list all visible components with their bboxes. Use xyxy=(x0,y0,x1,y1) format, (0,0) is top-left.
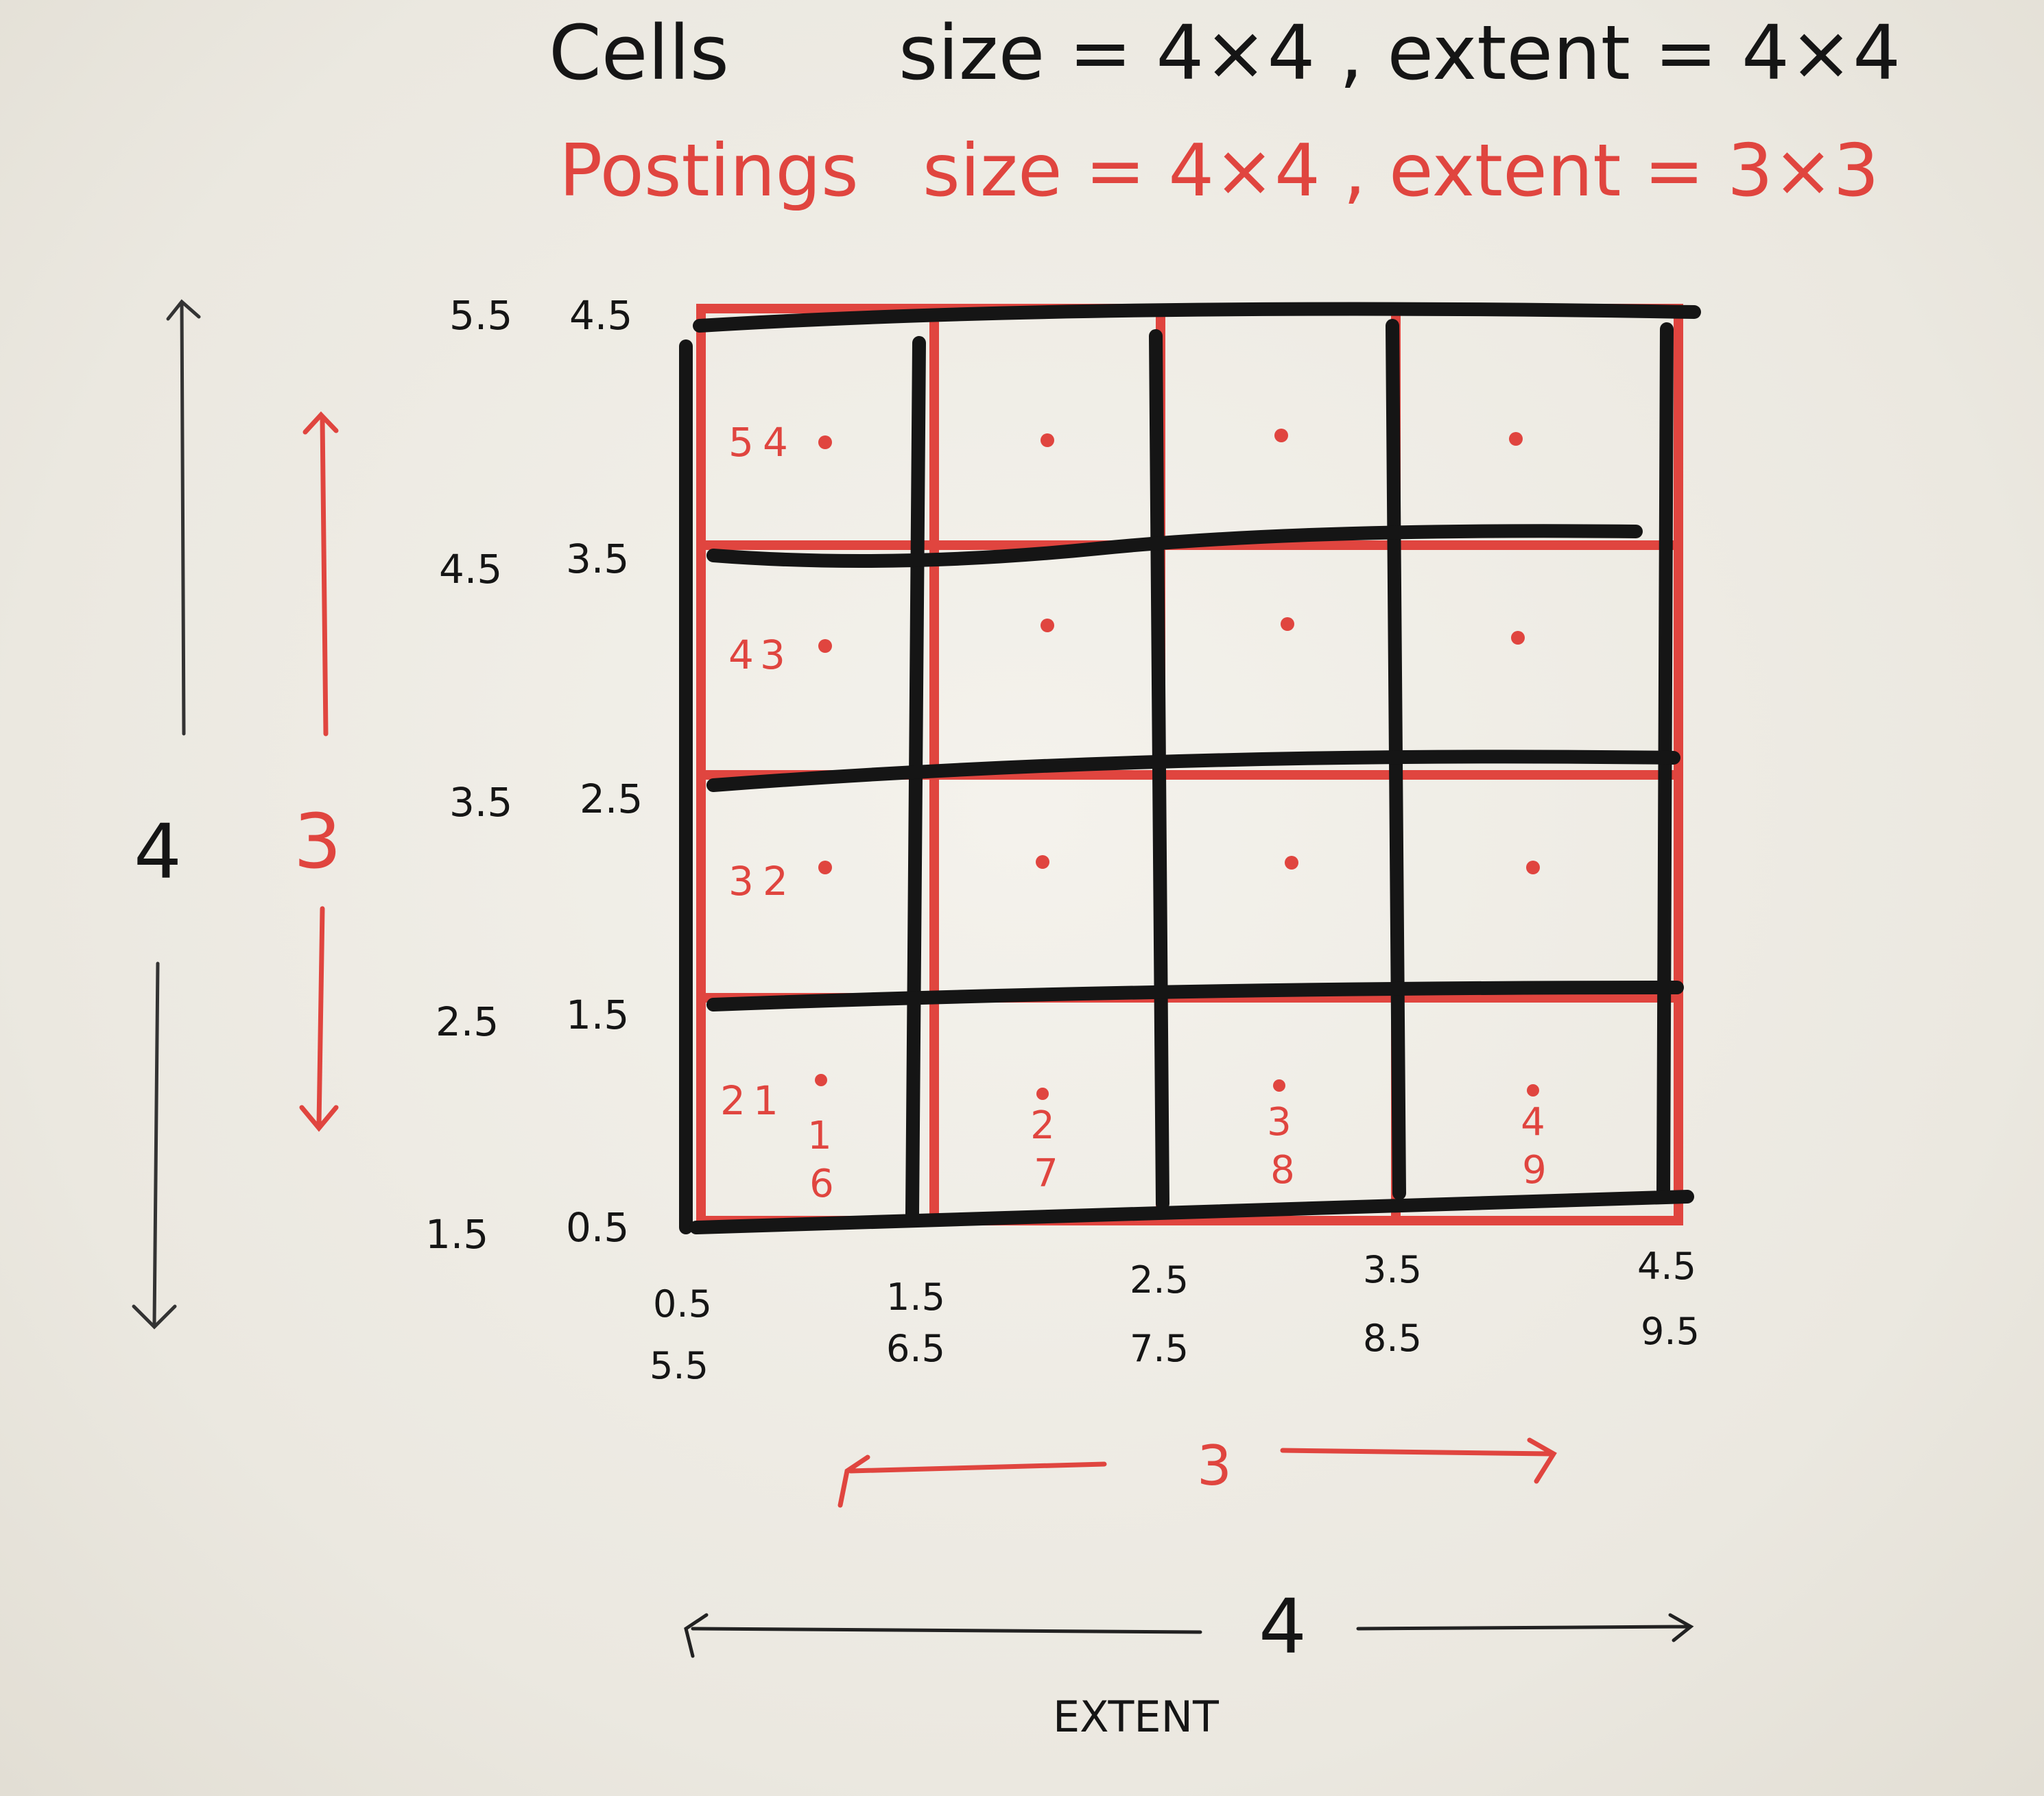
posting-dot xyxy=(1274,429,1288,442)
posting-dot xyxy=(1511,631,1525,645)
arrow-up-icon xyxy=(302,411,339,737)
posting-dot xyxy=(815,1074,827,1086)
y-label-postings: 3.5 xyxy=(566,536,629,582)
cell-id: 2 xyxy=(720,1077,746,1124)
x-label-top: 4.5 xyxy=(1637,1245,1696,1288)
x-label-top: 3.5 xyxy=(1363,1248,1422,1291)
cells-grid-line xyxy=(1149,329,1169,1210)
cells-grid-line xyxy=(706,750,1680,792)
postings-horizontal-size: 3 xyxy=(1197,1434,1232,1498)
bottom-row-id-mid: 1 xyxy=(807,1114,832,1158)
posting-dot xyxy=(1036,1088,1049,1100)
cells-vertical-size: 4 xyxy=(134,808,182,896)
cells-grid-line xyxy=(706,981,1684,1011)
x-label-bottom: 7.5 xyxy=(1130,1327,1189,1370)
arrow-up-icon xyxy=(166,299,201,736)
posting-dots xyxy=(815,429,1540,1100)
cells-horizontal-dimension: 4 EXTENT xyxy=(684,1583,1694,1742)
x-label-bottom: 5.5 xyxy=(650,1344,709,1387)
y-label-cells: 2.5 xyxy=(436,998,499,1045)
posting-dot xyxy=(1281,617,1294,631)
posting-dot xyxy=(1036,855,1049,869)
y-axis-labels: 5.5 4.5 4.5 3.5 3.5 2.5 2.5 1.5 1.5 0.5 xyxy=(425,292,643,1258)
bottom-row-id-low: 6 xyxy=(809,1162,834,1206)
x-label-top: 0.5 xyxy=(653,1282,712,1326)
arrow-right-icon xyxy=(1356,1613,1694,1642)
x-label-top: 2.5 xyxy=(1130,1258,1189,1302)
cells-grid-line xyxy=(706,524,1643,568)
cell-ids: 5 4 3 2 xyxy=(720,419,754,1124)
bottom-row-id-low: 8 xyxy=(1270,1148,1295,1193)
cells-horizontal-size: 4 xyxy=(1259,1583,1307,1671)
arrow-down-icon xyxy=(299,906,339,1132)
postings-horizontal-dimension: 3 xyxy=(837,1434,1557,1508)
x-label-bottom: 9.5 xyxy=(1641,1310,1700,1353)
cell-id: 3 xyxy=(728,858,754,905)
heading-cells-spec: size = 4×4 , extent = 4×4 xyxy=(899,9,1901,97)
postings-vertical-dimension: 3 xyxy=(294,411,342,1132)
y-label-cells: 3.5 xyxy=(449,779,512,826)
arrow-left-icon xyxy=(837,1454,1107,1508)
bottom-row-id-mid: 2 xyxy=(1030,1103,1055,1148)
cells-grid-border xyxy=(693,302,1701,333)
cell-id: 4 xyxy=(728,632,754,678)
bottom-row-ids: 1 6 2 7 3 8 4 9 xyxy=(807,1100,1547,1206)
arrow-down-icon xyxy=(132,961,177,1330)
posting-dot xyxy=(1041,619,1054,632)
postings-vertical-size: 3 xyxy=(294,798,342,885)
posting-id: 1 xyxy=(753,1077,779,1124)
posting-dot xyxy=(1526,861,1540,874)
posting-id: 2 xyxy=(763,858,788,905)
x-label-bottom: 8.5 xyxy=(1363,1317,1422,1360)
cell-id: 5 xyxy=(728,419,754,466)
posting-dot xyxy=(818,639,832,653)
y-label-cells: 5.5 xyxy=(449,292,512,339)
x-label-top: 1.5 xyxy=(886,1276,945,1319)
posting-dot xyxy=(1509,432,1523,446)
y-label-cells: 4.5 xyxy=(439,546,502,592)
y-label-postings: 4.5 xyxy=(569,292,632,339)
posting-ids: 4 3 2 1 xyxy=(753,419,788,1124)
heading-postings-label: Postings xyxy=(559,129,859,213)
posting-dot xyxy=(818,435,832,449)
cells-grid-border xyxy=(689,1190,1694,1234)
y-label-cells: 1.5 xyxy=(425,1211,488,1258)
extent-label: EXTENT xyxy=(1053,1692,1220,1742)
posting-dot xyxy=(1041,433,1054,447)
x-label-bottom: 6.5 xyxy=(886,1327,945,1370)
arrow-right-icon xyxy=(1280,1437,1557,1484)
posting-id: 3 xyxy=(760,632,785,678)
heading-cells-label: Cells xyxy=(549,9,729,97)
bottom-row-id-mid: 3 xyxy=(1267,1100,1292,1145)
posting-dot xyxy=(818,861,832,874)
cells-grid xyxy=(679,302,1701,1234)
posting-dot xyxy=(1527,1084,1539,1097)
cells-vertical-dimension: 4 xyxy=(132,299,201,1330)
bottom-row-id-mid: 4 xyxy=(1521,1100,1545,1145)
x-axis-labels: 0.5 5.5 1.5 6.5 2.5 7.5 3.5 8.5 4.5 9.5 xyxy=(650,1245,1700,1387)
posting-dot xyxy=(1285,856,1298,870)
y-label-postings: 0.5 xyxy=(566,1204,629,1251)
posting-id: 4 xyxy=(763,419,788,466)
arrow-left-icon xyxy=(684,1613,1202,1658)
heading: Cells size = 4×4 , extent = 4×4 Postings… xyxy=(549,9,1901,213)
y-label-postings: 2.5 xyxy=(580,776,643,822)
y-label-postings: 1.5 xyxy=(566,992,629,1038)
heading-postings-spec: size = 4×4 , extent = 3×3 xyxy=(923,129,1879,213)
bottom-row-id-low: 9 xyxy=(1522,1148,1547,1193)
posting-dot xyxy=(1273,1079,1285,1092)
bottom-row-id-low: 7 xyxy=(1034,1151,1058,1196)
